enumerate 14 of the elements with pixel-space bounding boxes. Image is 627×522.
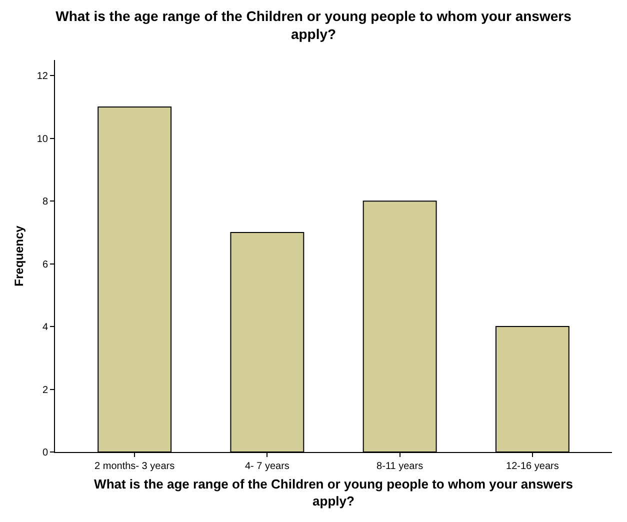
- y-tick-label: 0: [42, 448, 48, 458]
- x-tick-label: 4- 7 years: [244, 461, 290, 472]
- y-axis-title: Frequency: [12, 225, 26, 286]
- y-tick-label: 4: [42, 322, 48, 334]
- x-axis-title: What is the age range of the Children or young people to whom your answers apply?: [94, 476, 573, 508]
- y-tick-label: 8: [42, 196, 48, 208]
- x-tick-label: 8-11 years: [376, 461, 424, 472]
- y-tick-label: 6: [42, 259, 48, 270]
- y-tick-label: 10: [36, 134, 48, 145]
- x-tick-label: 2 months- 3 years: [94, 461, 175, 472]
- y-tick-label: 12: [36, 71, 48, 82]
- chart-title: What is the age range of the Children or young people to whom your answers apply?: [56, 8, 572, 42]
- y-tick-label: 2: [42, 384, 48, 396]
- x-tick-label: 12-16 years: [506, 461, 559, 472]
